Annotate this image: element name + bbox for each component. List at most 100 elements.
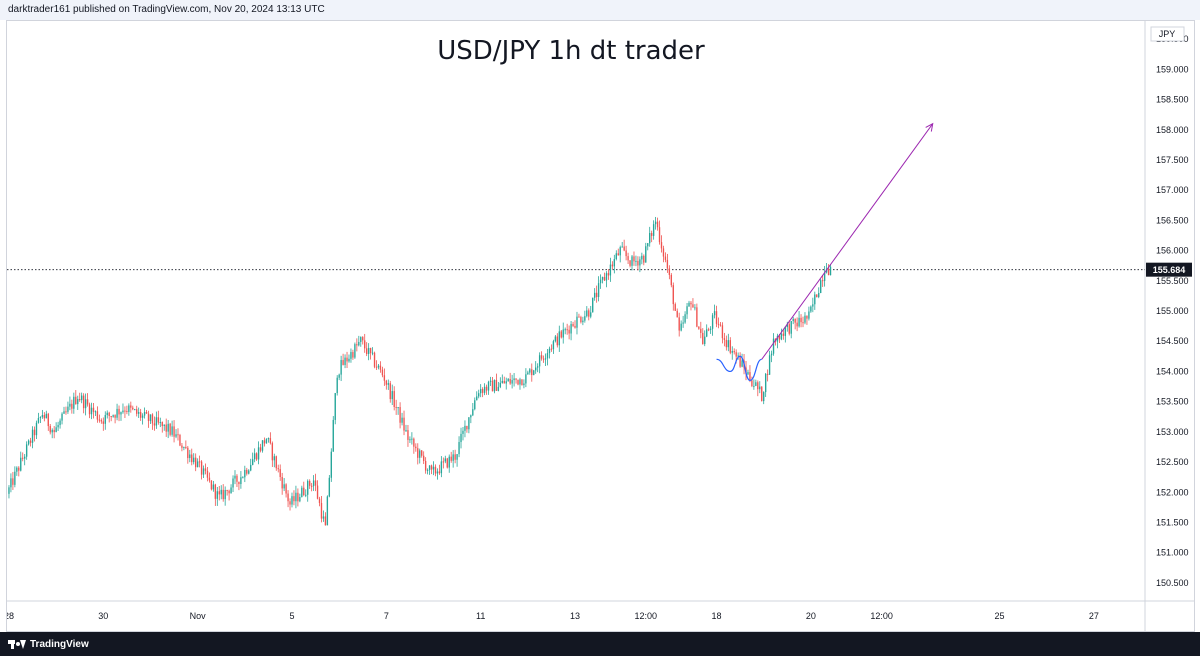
candle (778, 335, 781, 340)
candle (497, 386, 500, 391)
candle (479, 389, 482, 394)
candle (432, 466, 435, 470)
candle (535, 367, 537, 371)
candle (285, 484, 287, 494)
candle (794, 318, 796, 323)
candle (157, 417, 160, 423)
candle (273, 456, 275, 461)
candle (617, 253, 619, 256)
candle (731, 351, 733, 353)
candle (664, 256, 667, 260)
candle (84, 399, 87, 409)
candle (658, 227, 661, 243)
candle (173, 426, 175, 437)
candle (421, 450, 423, 456)
candle (806, 315, 808, 319)
candle (684, 314, 686, 323)
candle (446, 458, 448, 468)
candle (452, 454, 454, 461)
candle (588, 310, 590, 317)
y-tick-label: 152.000 (1156, 487, 1189, 497)
candle (770, 353, 773, 356)
candle (263, 440, 266, 444)
candle (458, 442, 460, 455)
candle (387, 383, 389, 385)
candle (320, 503, 323, 519)
candle (764, 373, 767, 393)
candle (460, 433, 462, 443)
candle (472, 409, 474, 416)
candle (688, 302, 690, 307)
candle (251, 459, 254, 465)
candle (108, 412, 110, 417)
candle (340, 360, 342, 375)
candle (741, 360, 743, 367)
candle (289, 501, 291, 505)
candle (367, 347, 370, 355)
candle (307, 480, 309, 495)
candle (122, 410, 124, 413)
candle (230, 487, 232, 494)
candle (275, 456, 277, 469)
candle (692, 304, 694, 308)
candle (562, 329, 564, 338)
candle (521, 379, 523, 386)
annotation-curve (716, 355, 762, 382)
candle (360, 337, 362, 342)
candle (346, 357, 348, 362)
candle (654, 221, 657, 225)
candle (365, 348, 368, 355)
candle (55, 427, 57, 433)
candle (269, 438, 272, 444)
candle (711, 315, 714, 329)
candle (548, 348, 551, 354)
candle (112, 415, 114, 417)
candle (326, 496, 329, 526)
y-tick-label: 153.000 (1156, 427, 1189, 437)
price-chart[interactable]: 150.500 151.000 151.500 152.000 152.500 153.0… (7, 21, 1194, 631)
candle (818, 292, 820, 298)
candle (397, 407, 399, 409)
candle (821, 280, 824, 282)
candle (476, 396, 478, 401)
candle (8, 487, 10, 494)
candle (621, 246, 623, 248)
candle (540, 355, 543, 359)
candle (137, 412, 140, 414)
attribution-bar: darktrader161 published on TradingView.c… (0, 0, 1200, 20)
candle (493, 379, 496, 392)
projection-arrow-head (925, 122, 934, 132)
candle (362, 337, 364, 341)
candle (134, 409, 136, 411)
candle (611, 264, 614, 267)
candle (768, 355, 771, 375)
candle (395, 406, 397, 408)
candle (369, 347, 372, 354)
candle (523, 383, 525, 386)
candle (281, 476, 283, 489)
candle (389, 383, 391, 400)
candle (318, 498, 321, 504)
candle (613, 259, 616, 267)
candle (130, 405, 132, 408)
candle (167, 423, 169, 432)
candle (393, 391, 395, 407)
tradingview-logo[interactable]: TradingView (8, 637, 89, 651)
candle (810, 306, 812, 312)
candle (605, 273, 608, 281)
candle (308, 480, 311, 486)
candle (509, 378, 511, 384)
candle (686, 306, 688, 315)
candle (364, 340, 366, 349)
chart-area[interactable]: 150.500 151.000 151.500 152.000 152.500 153.0… (6, 20, 1195, 632)
candle (662, 248, 665, 257)
candle (267, 438, 270, 440)
candle (702, 332, 704, 345)
candle (41, 415, 44, 417)
candle (196, 461, 199, 468)
candle (448, 456, 450, 468)
candle (132, 407, 134, 410)
candle (706, 329, 708, 337)
candle (424, 460, 427, 471)
candle (725, 339, 728, 348)
